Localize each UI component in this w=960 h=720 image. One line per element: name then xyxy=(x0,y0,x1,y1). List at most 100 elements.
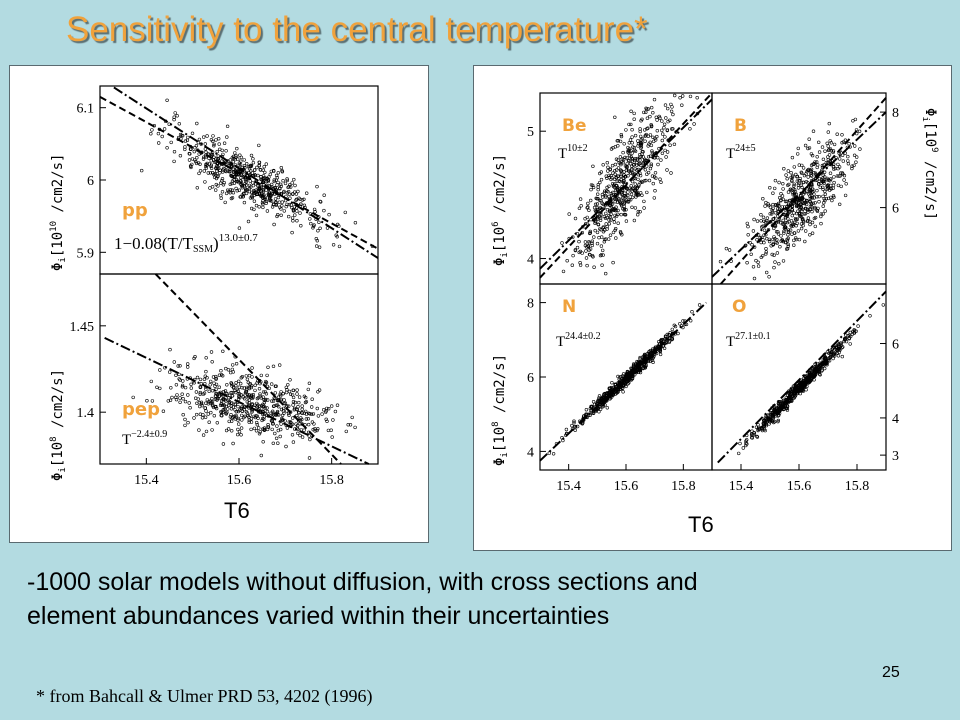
scatter-point xyxy=(815,209,820,214)
scatter-point xyxy=(813,224,817,229)
scatter-point xyxy=(645,172,649,176)
scatter-point xyxy=(827,121,831,126)
scatter-point xyxy=(272,222,276,227)
scatter-point xyxy=(810,153,815,158)
scatter-point xyxy=(842,337,847,341)
scatter-point xyxy=(638,155,642,159)
scatter-point xyxy=(263,197,268,202)
scatter-point xyxy=(616,390,620,394)
scatter-point xyxy=(821,157,826,162)
scatter-point xyxy=(806,146,810,151)
scatter-point xyxy=(172,360,177,364)
scatter-point xyxy=(636,213,640,217)
scatter-point xyxy=(793,231,797,235)
scatter-point xyxy=(212,172,216,177)
scatter-point xyxy=(273,431,277,436)
scatter-point xyxy=(249,163,254,168)
scatter-point xyxy=(233,402,238,406)
scatter-point xyxy=(223,389,228,393)
scatter-point xyxy=(258,381,262,386)
scatter-point xyxy=(798,214,803,218)
scatter-point xyxy=(237,226,242,230)
scatter-point xyxy=(784,212,788,217)
scatter-point xyxy=(284,390,289,395)
scatter-point xyxy=(640,193,644,198)
scatter-point xyxy=(203,142,208,146)
scatter-point xyxy=(654,351,659,356)
scatter-point xyxy=(671,112,675,117)
scatter-point xyxy=(667,336,672,340)
scatter-point xyxy=(670,127,674,131)
scatter-point xyxy=(626,168,631,173)
scatter-point xyxy=(812,170,816,175)
scatter-point xyxy=(284,204,288,209)
scatter-point xyxy=(646,170,651,175)
scatter-point xyxy=(261,193,265,197)
scatter-point xyxy=(220,414,224,418)
scatter-point xyxy=(791,396,795,401)
scatter-point xyxy=(750,436,754,440)
scatter-point xyxy=(350,415,354,420)
scatter-point xyxy=(210,360,214,364)
scatter-point xyxy=(777,410,781,414)
scatter-point xyxy=(613,115,617,119)
panel-n-ticks: 8 6 4 15.4 15.6 15.8 xyxy=(527,297,696,494)
scatter-point xyxy=(298,433,302,438)
scatter-point xyxy=(752,276,757,281)
scatter-point xyxy=(578,263,583,267)
scatter-point xyxy=(626,158,631,163)
scatter-point xyxy=(590,239,595,243)
scatter-point xyxy=(277,405,281,409)
scatter-point xyxy=(831,150,835,155)
scatter-point xyxy=(283,419,287,423)
scatter-point xyxy=(298,197,302,202)
scatter-point xyxy=(673,93,677,98)
scatter-point xyxy=(752,433,756,437)
scatter-point xyxy=(253,168,257,172)
scatter-point xyxy=(656,162,660,167)
scatter-point xyxy=(237,161,242,165)
scatter-point xyxy=(253,172,257,177)
scatter-point xyxy=(198,392,202,396)
scatter-point xyxy=(788,228,793,232)
scatter-point xyxy=(224,366,228,371)
scatter-point xyxy=(627,122,631,127)
scatter-point xyxy=(795,391,800,396)
scatter-point xyxy=(579,204,583,208)
scatter-point xyxy=(782,400,786,404)
scatter-point xyxy=(257,164,261,168)
scatter-point xyxy=(307,381,312,385)
scatter-point xyxy=(196,140,201,145)
scatter-point xyxy=(821,364,825,369)
scatter-point xyxy=(188,152,192,156)
scatter-point xyxy=(832,195,836,200)
scatter-point xyxy=(781,398,785,403)
scatter-point xyxy=(765,216,770,220)
scatter-point xyxy=(240,184,244,188)
scatter-point xyxy=(835,132,839,136)
scatter-point xyxy=(778,401,782,405)
scatter-point xyxy=(648,114,652,119)
scatter-point xyxy=(591,255,595,259)
scatter-point xyxy=(810,231,815,235)
scatter-point xyxy=(272,179,276,184)
scatter-point xyxy=(598,218,603,223)
scatter-point xyxy=(264,379,268,384)
scatter-point xyxy=(246,396,250,400)
scatter-point xyxy=(646,144,650,148)
scatter-point xyxy=(828,355,832,360)
scatter-point xyxy=(663,135,667,139)
scatter-point xyxy=(199,402,204,406)
scatter-point xyxy=(755,434,759,439)
scatter-point xyxy=(300,404,304,408)
scatter-point xyxy=(662,125,666,130)
scatter-point xyxy=(327,212,331,217)
scatter-point xyxy=(208,383,212,387)
scatter-point xyxy=(198,390,203,395)
scatter-point xyxy=(659,339,663,343)
scatter-point xyxy=(344,429,348,434)
scatter-point xyxy=(172,149,177,154)
scatter-point xyxy=(751,229,756,233)
ytick-label: 5.9 xyxy=(77,246,95,261)
scatter-point xyxy=(209,379,213,384)
